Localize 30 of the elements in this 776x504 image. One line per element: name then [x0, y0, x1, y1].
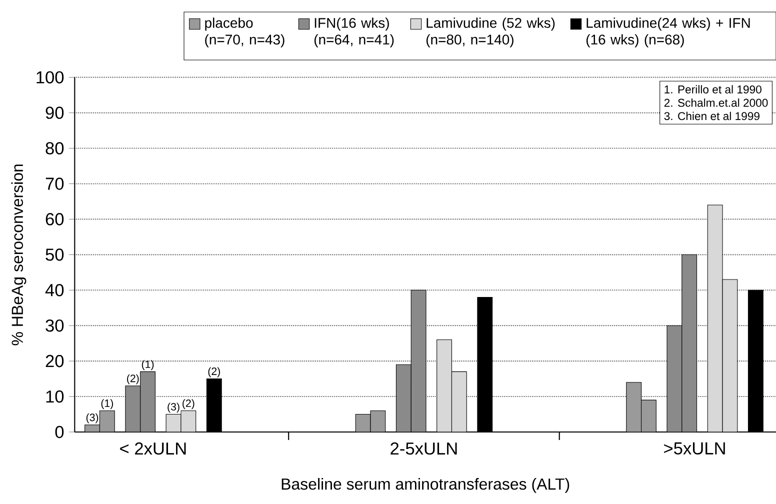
legend-label: IFN(16 wks) (n=64, n=41)	[314, 18, 394, 48]
annotation: (3)	[168, 402, 180, 413]
legend-label: Lamivudine (52 wks) (n=80, n=140)	[426, 18, 555, 48]
y-tick-label: 10	[46, 390, 64, 403]
y-tick-label: 100	[36, 71, 64, 84]
y-tick-label: 0	[55, 426, 64, 438]
x-tick-label: 2-5xULN	[390, 442, 457, 455]
annotation: 3. Chien et al 1999	[664, 112, 760, 120]
y-tick-label: 30	[46, 319, 64, 332]
annotation: 2. Schalm.et.al 2000	[664, 98, 768, 107]
y-tick-label: 70	[46, 178, 64, 190]
y-axis-title: % HBeAg seroconversion	[11, 164, 26, 346]
y-tick-label: 40	[45, 284, 64, 296]
annotation: (1)	[142, 360, 154, 370]
annotation: (2)	[208, 367, 220, 378]
y-tick-label: 60	[46, 213, 64, 226]
legend-label: Lamivudine(24 wks) + IFN (16 wks) (n=68)	[586, 18, 750, 48]
annotation: 1. Perillo et al 1990	[664, 85, 762, 94]
x-tick-label: >5xULN	[664, 442, 725, 454]
y-tick-label: 80	[46, 142, 64, 154]
x-axis-title: Baseline serum aminotransferases (ALT)	[282, 478, 570, 493]
annotation: (2)	[127, 374, 139, 384]
y-tick-label: 90	[46, 106, 64, 119]
x-tick-label: < 2xULN	[120, 442, 186, 455]
annotation: (3)	[86, 413, 98, 424]
y-tick-label: 20	[46, 354, 64, 368]
annotation: (2)	[182, 399, 194, 410]
legend-label: placebo (n=70, n=43)	[205, 18, 284, 48]
annotation: (1)	[101, 399, 114, 410]
y-tick-label: 50	[46, 248, 64, 261]
